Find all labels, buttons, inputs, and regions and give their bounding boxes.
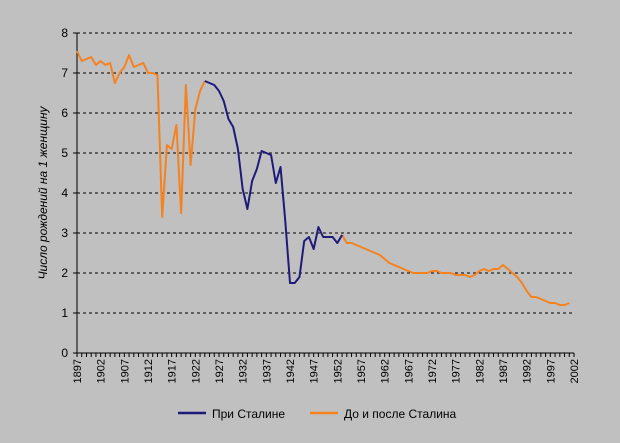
x-tick-label: 1982 xyxy=(474,359,486,383)
x-tick-label: 1897 xyxy=(72,359,84,383)
x-tick-label: 1902 xyxy=(96,359,108,383)
x-tick-label: 1987 xyxy=(498,359,510,383)
x-tick-label: 1917 xyxy=(167,359,179,383)
x-tick-label: 1932 xyxy=(238,359,250,383)
legend: При Сталине До и после Сталина xyxy=(178,407,457,421)
x-tick-label: 1977 xyxy=(451,359,463,383)
legend-label-under-stalin: При Сталине xyxy=(212,407,285,421)
series-line-before-after-stalin-1 xyxy=(341,234,570,306)
x-tick-label: 1937 xyxy=(261,359,273,383)
y-tick-label: 3 xyxy=(61,226,68,240)
y-axis-ticks: 0 1 2 3 4 5 6 7 8 xyxy=(61,26,77,360)
x-tick-label: 1972 xyxy=(427,359,439,383)
series-line-under-stalin xyxy=(204,80,343,284)
gridlines xyxy=(77,32,574,314)
x-tick-label: 1962 xyxy=(380,359,392,383)
legend-label-before-after-stalin: До и после Сталина xyxy=(344,407,457,421)
series-line-before-after-stalin-0 xyxy=(76,50,206,218)
x-tick-label: 1997 xyxy=(545,359,557,383)
x-tick-label: 1912 xyxy=(143,359,155,383)
y-tick-label: 0 xyxy=(61,346,68,360)
y-axis-label: Число рождений на 1 женщину xyxy=(36,105,50,279)
y-tick-label: 6 xyxy=(61,106,68,120)
x-tick-label: 1957 xyxy=(356,359,368,383)
x-tick-label: 1952 xyxy=(332,359,344,383)
y-tick-label: 7 xyxy=(61,66,68,80)
y-tick-label: 8 xyxy=(61,26,68,40)
x-tick-label: 1907 xyxy=(119,359,131,383)
x-tick-label: 1927 xyxy=(214,359,226,383)
x-tick-label: 1922 xyxy=(190,359,202,383)
x-axis-ticks: 1897 1902 1907 1912 1917 1922 1927 1932 1937 1942… xyxy=(72,353,581,383)
y-tick-label: 1 xyxy=(61,306,68,320)
x-tick-label: 1992 xyxy=(522,359,534,383)
x-tick-label: 1942 xyxy=(285,359,297,383)
series-lines xyxy=(76,50,570,306)
y-tick-label: 4 xyxy=(61,186,68,200)
y-tick-label: 5 xyxy=(61,146,68,160)
x-tick-label: 2002 xyxy=(569,359,581,383)
x-tick-label: 1967 xyxy=(403,359,415,383)
x-tick-label: 1947 xyxy=(309,359,321,383)
y-tick-label: 2 xyxy=(61,266,68,280)
